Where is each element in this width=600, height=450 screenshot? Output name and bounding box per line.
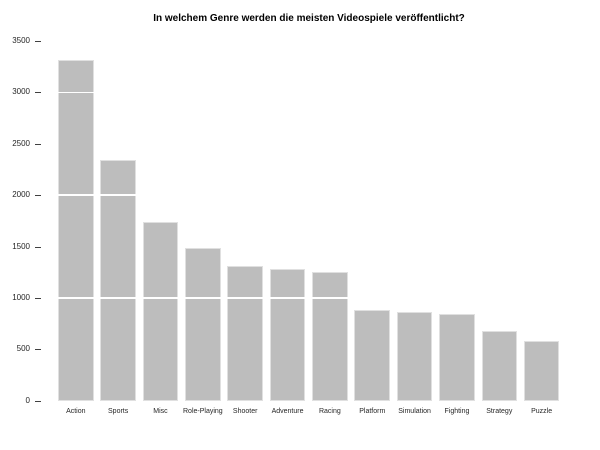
bar-sports — [100, 159, 136, 401]
ytick-label-2500: 2500 — [12, 138, 30, 148]
ytick-dash-500 — [35, 349, 41, 351]
ytick-label-3500: 3500 — [12, 36, 30, 45]
ytick-label-1000: 1000 — [12, 293, 30, 303]
xlabel-adventure: Adventure — [271, 408, 304, 415]
bar-fighting — [439, 313, 475, 401]
bar-puzzle — [523, 341, 560, 401]
xlabel-shooter: Shooter — [232, 408, 258, 415]
ytick-dash-1000 — [35, 298, 41, 300]
ytick-label-3000: 3000 — [12, 87, 30, 97]
xlabel-sports: Sports — [108, 408, 129, 415]
bar-misc — [142, 222, 179, 401]
xlabel-fighting: Fighting — [444, 408, 470, 415]
ytick-dash-2500 — [35, 143, 41, 145]
ytick-dash-2000 — [35, 195, 41, 197]
bar-action — [58, 59, 94, 401]
gridline-2000 — [46, 194, 584, 196]
ytick-dash-1500 — [35, 246, 41, 248]
bar-strategy — [481, 330, 518, 401]
bar-racing — [312, 272, 348, 401]
ytick-dash-3500 — [35, 41, 41, 42]
xlabel-platform: Platform — [359, 408, 386, 415]
xlabel-racing: Racing — [318, 408, 341, 415]
ytick-label-0: 0 — [25, 395, 30, 405]
xlabel-puzzle: Puzzle — [531, 408, 553, 415]
ytick-label-1500: 1500 — [12, 241, 30, 251]
bar-simulation — [396, 311, 433, 401]
xlabel-misc: Misc — [153, 408, 168, 415]
xlabel-simulation: Simulation — [398, 408, 431, 415]
ytick-dash-0 — [35, 400, 41, 402]
ytick-label-2000: 2000 — [12, 190, 30, 200]
chart-title: In welchem Genre werden die meisten Vide… — [153, 13, 465, 24]
gridline-1000 — [46, 297, 584, 299]
xlabel-action: Action — [66, 408, 86, 415]
xlabel-role-playing: Role-Playing — [183, 408, 223, 415]
bar-shooter — [227, 266, 263, 401]
bar-adventure — [269, 268, 306, 401]
xlabel-strategy: Strategy — [486, 408, 513, 415]
ytick-label-500: 500 — [16, 344, 30, 354]
gridline-3000 — [46, 91, 584, 94]
ytick-dash-3000 — [35, 92, 41, 94]
bar-platform — [354, 309, 391, 401]
bar-role-playing — [185, 247, 221, 401]
